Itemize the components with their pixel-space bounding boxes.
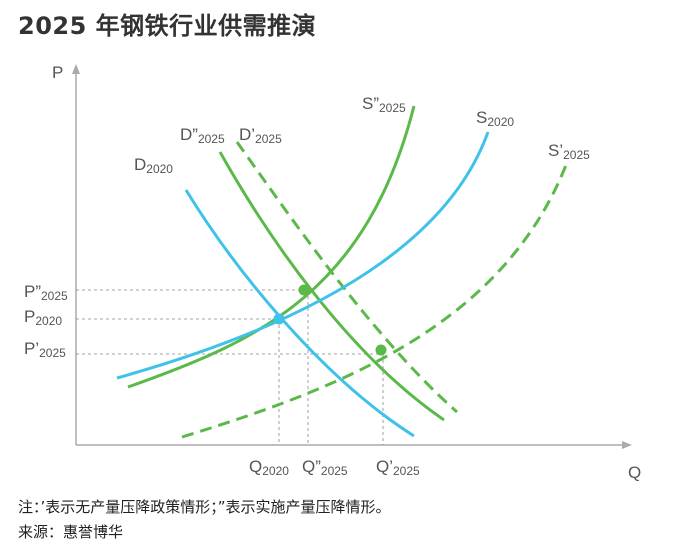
curve-label-s2020: S2020 — [476, 108, 514, 129]
y-axis-label: P — [52, 63, 63, 82]
curve-label-s2025-double: S”2025 — [362, 94, 406, 115]
guide-lines — [76, 289, 384, 445]
tick-label-p2025-double: P”2025 — [24, 282, 68, 303]
curve-label-d2025-double: D”2025 — [180, 125, 225, 146]
chart-title: 2025 年钢铁行业供需推演 — [18, 12, 317, 40]
tick-label-q2020: Q2020 — [249, 457, 289, 478]
x-axis-arrow — [622, 441, 632, 449]
equilibrium-point-2025-single — [375, 344, 387, 356]
footnote: 注：’表示无产量压降政策情形；”表示实施产量压降情形。 — [18, 498, 391, 516]
demand-curve-2020 — [184, 189, 415, 438]
tick-label-p2020: P2020 — [24, 307, 62, 328]
supply-curve-2025-single — [181, 159, 570, 439]
tick-label-q2025-single: Q’2025 — [376, 457, 420, 478]
tick-label-p2025-single: P’2025 — [24, 339, 66, 360]
y-axis-arrow — [72, 64, 80, 74]
equilibrium-point-2025-double — [298, 284, 310, 296]
supply-demand-chart: P Q D2020 D”2025 D’2025 S”2025 S2020 S’2… — [24, 63, 641, 482]
curve-label-d2020: D2020 — [134, 155, 173, 176]
tick-label-q2025-double: Q”2025 — [302, 457, 348, 478]
curve-label-d2025-single: D’2025 — [239, 125, 282, 146]
source-note: 来源：惠誉博华 — [18, 523, 124, 541]
equilibrium-point-2020 — [273, 313, 285, 325]
demand-curve-2025-single — [235, 141, 458, 414]
supply-curve-2020 — [116, 131, 490, 380]
curve-label-s2025-single: S’2025 — [548, 141, 590, 162]
x-axis-label: Q — [628, 463, 641, 482]
supply-curve-2025-double — [127, 105, 416, 389]
